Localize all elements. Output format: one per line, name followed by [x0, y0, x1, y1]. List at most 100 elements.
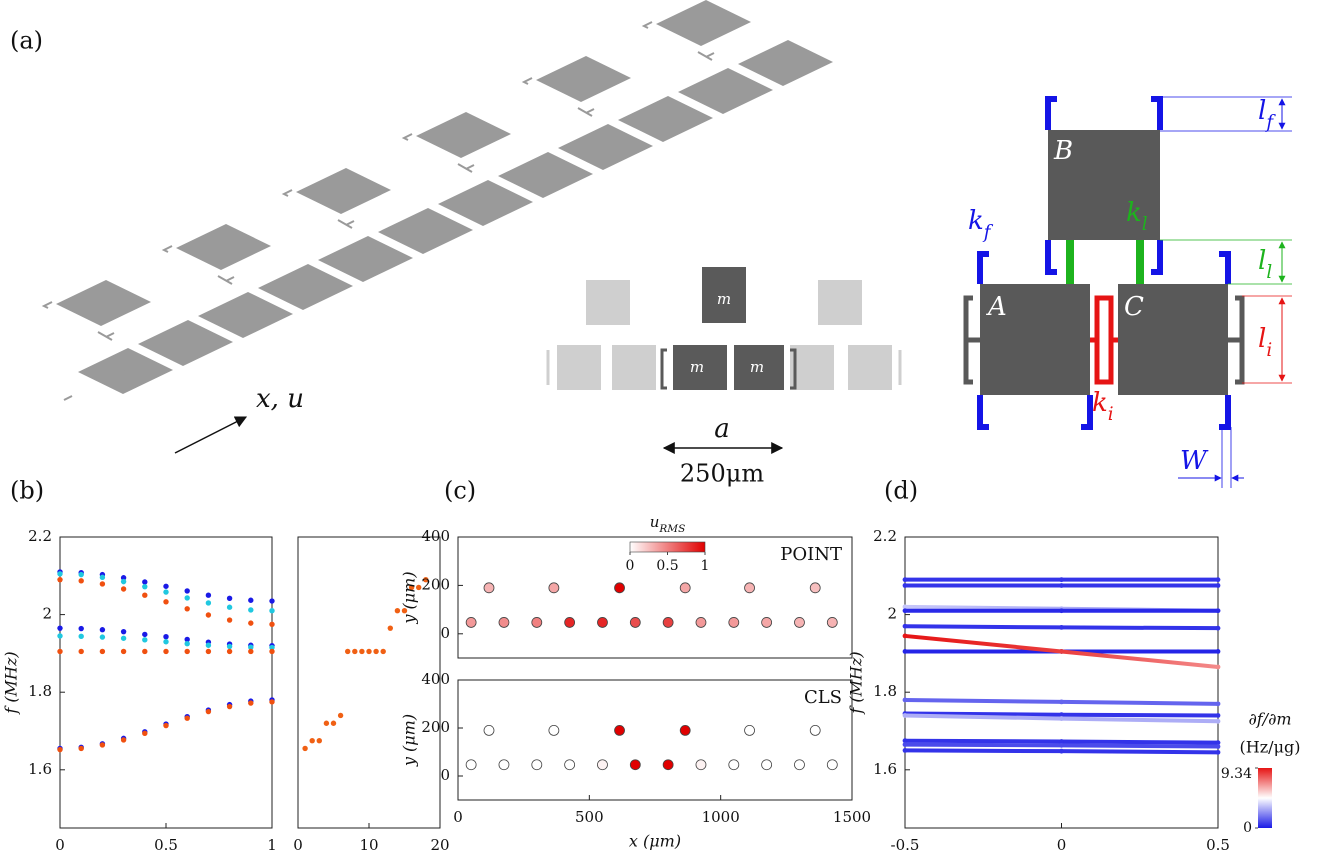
data-point [1059, 749, 1064, 754]
y-tick-label: 0 [440, 624, 450, 642]
colorbar-label: ∂f/∂m [1248, 710, 1291, 729]
direction-label: x, u [256, 384, 304, 414]
data-point [227, 605, 232, 610]
data-point [499, 760, 509, 770]
data-point [57, 625, 62, 630]
data-point [597, 760, 607, 770]
data-point [79, 634, 84, 639]
x-tick-label: 20 [430, 836, 449, 852]
y-tick-label: 1.8 [873, 682, 897, 700]
data-point [366, 649, 371, 654]
data-point [827, 760, 837, 770]
y-axis-label: y (μm) [400, 571, 419, 624]
data-point [466, 617, 476, 627]
data-point [1216, 577, 1221, 582]
mass-label: m [750, 358, 764, 376]
data-point [57, 649, 62, 654]
data-point [696, 617, 706, 627]
data-point [597, 617, 607, 627]
data-point [532, 760, 542, 770]
length-label: li [1258, 324, 1272, 361]
x-tick-label: 0 [1057, 836, 1067, 852]
data-point [163, 599, 168, 604]
data-point [903, 583, 908, 588]
x-tick-label: 0 [453, 808, 463, 826]
colorbar [1258, 768, 1272, 828]
data-point [1216, 701, 1221, 706]
data-point [79, 746, 84, 751]
data-point [1059, 583, 1064, 588]
figure: (a) (b) (c) (d) x, u m m m a 250μm [0, 0, 1320, 852]
data-point [100, 649, 105, 654]
data-point [269, 622, 274, 627]
data-point [903, 608, 908, 613]
data-point [1216, 665, 1221, 670]
data-point [248, 607, 253, 612]
y-axis-label: y (μm) [400, 714, 419, 767]
period-label: a [714, 414, 730, 444]
data-point [827, 617, 837, 627]
data-point [310, 738, 315, 743]
device-mass [56, 280, 151, 326]
data-point [163, 649, 168, 654]
data-point [663, 760, 673, 770]
data-point [79, 626, 84, 631]
data-point [269, 699, 274, 704]
data-point [549, 725, 559, 735]
x-tick-label: 0 [55, 836, 65, 852]
data-point [248, 620, 253, 625]
data-point [100, 742, 105, 747]
data-point [163, 723, 168, 728]
data-point [466, 760, 476, 770]
data-point [121, 586, 126, 591]
data-point [499, 617, 509, 627]
panel-label: (b) [10, 477, 44, 505]
data-point [1059, 716, 1064, 721]
data-point [121, 636, 126, 641]
data-point [142, 579, 147, 584]
chart-title: POINT [780, 544, 842, 565]
x-axis-label: x (μm) [629, 832, 681, 851]
data-point [206, 643, 211, 648]
data-point [121, 649, 126, 654]
plot-frame [60, 537, 272, 828]
y-tick-label: 200 [421, 718, 450, 736]
data-point [185, 715, 190, 720]
colorbar-tick-label: 9.34 [1221, 766, 1252, 782]
data-point [206, 593, 211, 598]
data-point [302, 746, 307, 751]
chart: 0200400y (μm)POINTuRMS00.51 [400, 513, 853, 658]
label-symbol: k [968, 206, 984, 236]
data-point [1059, 577, 1064, 582]
data-point [57, 633, 62, 638]
data-point [100, 627, 105, 632]
device-mass [738, 40, 833, 86]
label-subscript: f [1264, 112, 1276, 133]
data-point [1059, 700, 1064, 705]
x-tick-label: 10 [359, 836, 378, 852]
mass-label: B [1053, 136, 1073, 166]
data-point [903, 634, 908, 639]
data-point [484, 583, 494, 593]
colorbar-tick-label: 0 [626, 558, 635, 574]
data-point [1059, 649, 1064, 654]
data-point [163, 589, 168, 594]
chart: 00.511.61.822.2κa/πf (MHz) [2, 527, 277, 852]
x-tick-label: 500 [575, 808, 604, 826]
data-point [903, 742, 908, 747]
data-point [1216, 649, 1221, 654]
data-point [1059, 608, 1064, 613]
data-point [324, 721, 329, 726]
colorbar-label: uRMS [650, 513, 686, 535]
data-point [317, 738, 322, 743]
data-point [1216, 626, 1221, 631]
device-array [44, 0, 833, 400]
data-point [79, 572, 84, 577]
data-point [142, 593, 147, 598]
data-point [1216, 744, 1221, 749]
y-tick-label: 2.2 [873, 527, 897, 545]
data-point [903, 698, 908, 703]
period-value: 250μm [680, 460, 764, 488]
data-point [57, 747, 62, 752]
y-tick-label: 2 [887, 605, 897, 623]
